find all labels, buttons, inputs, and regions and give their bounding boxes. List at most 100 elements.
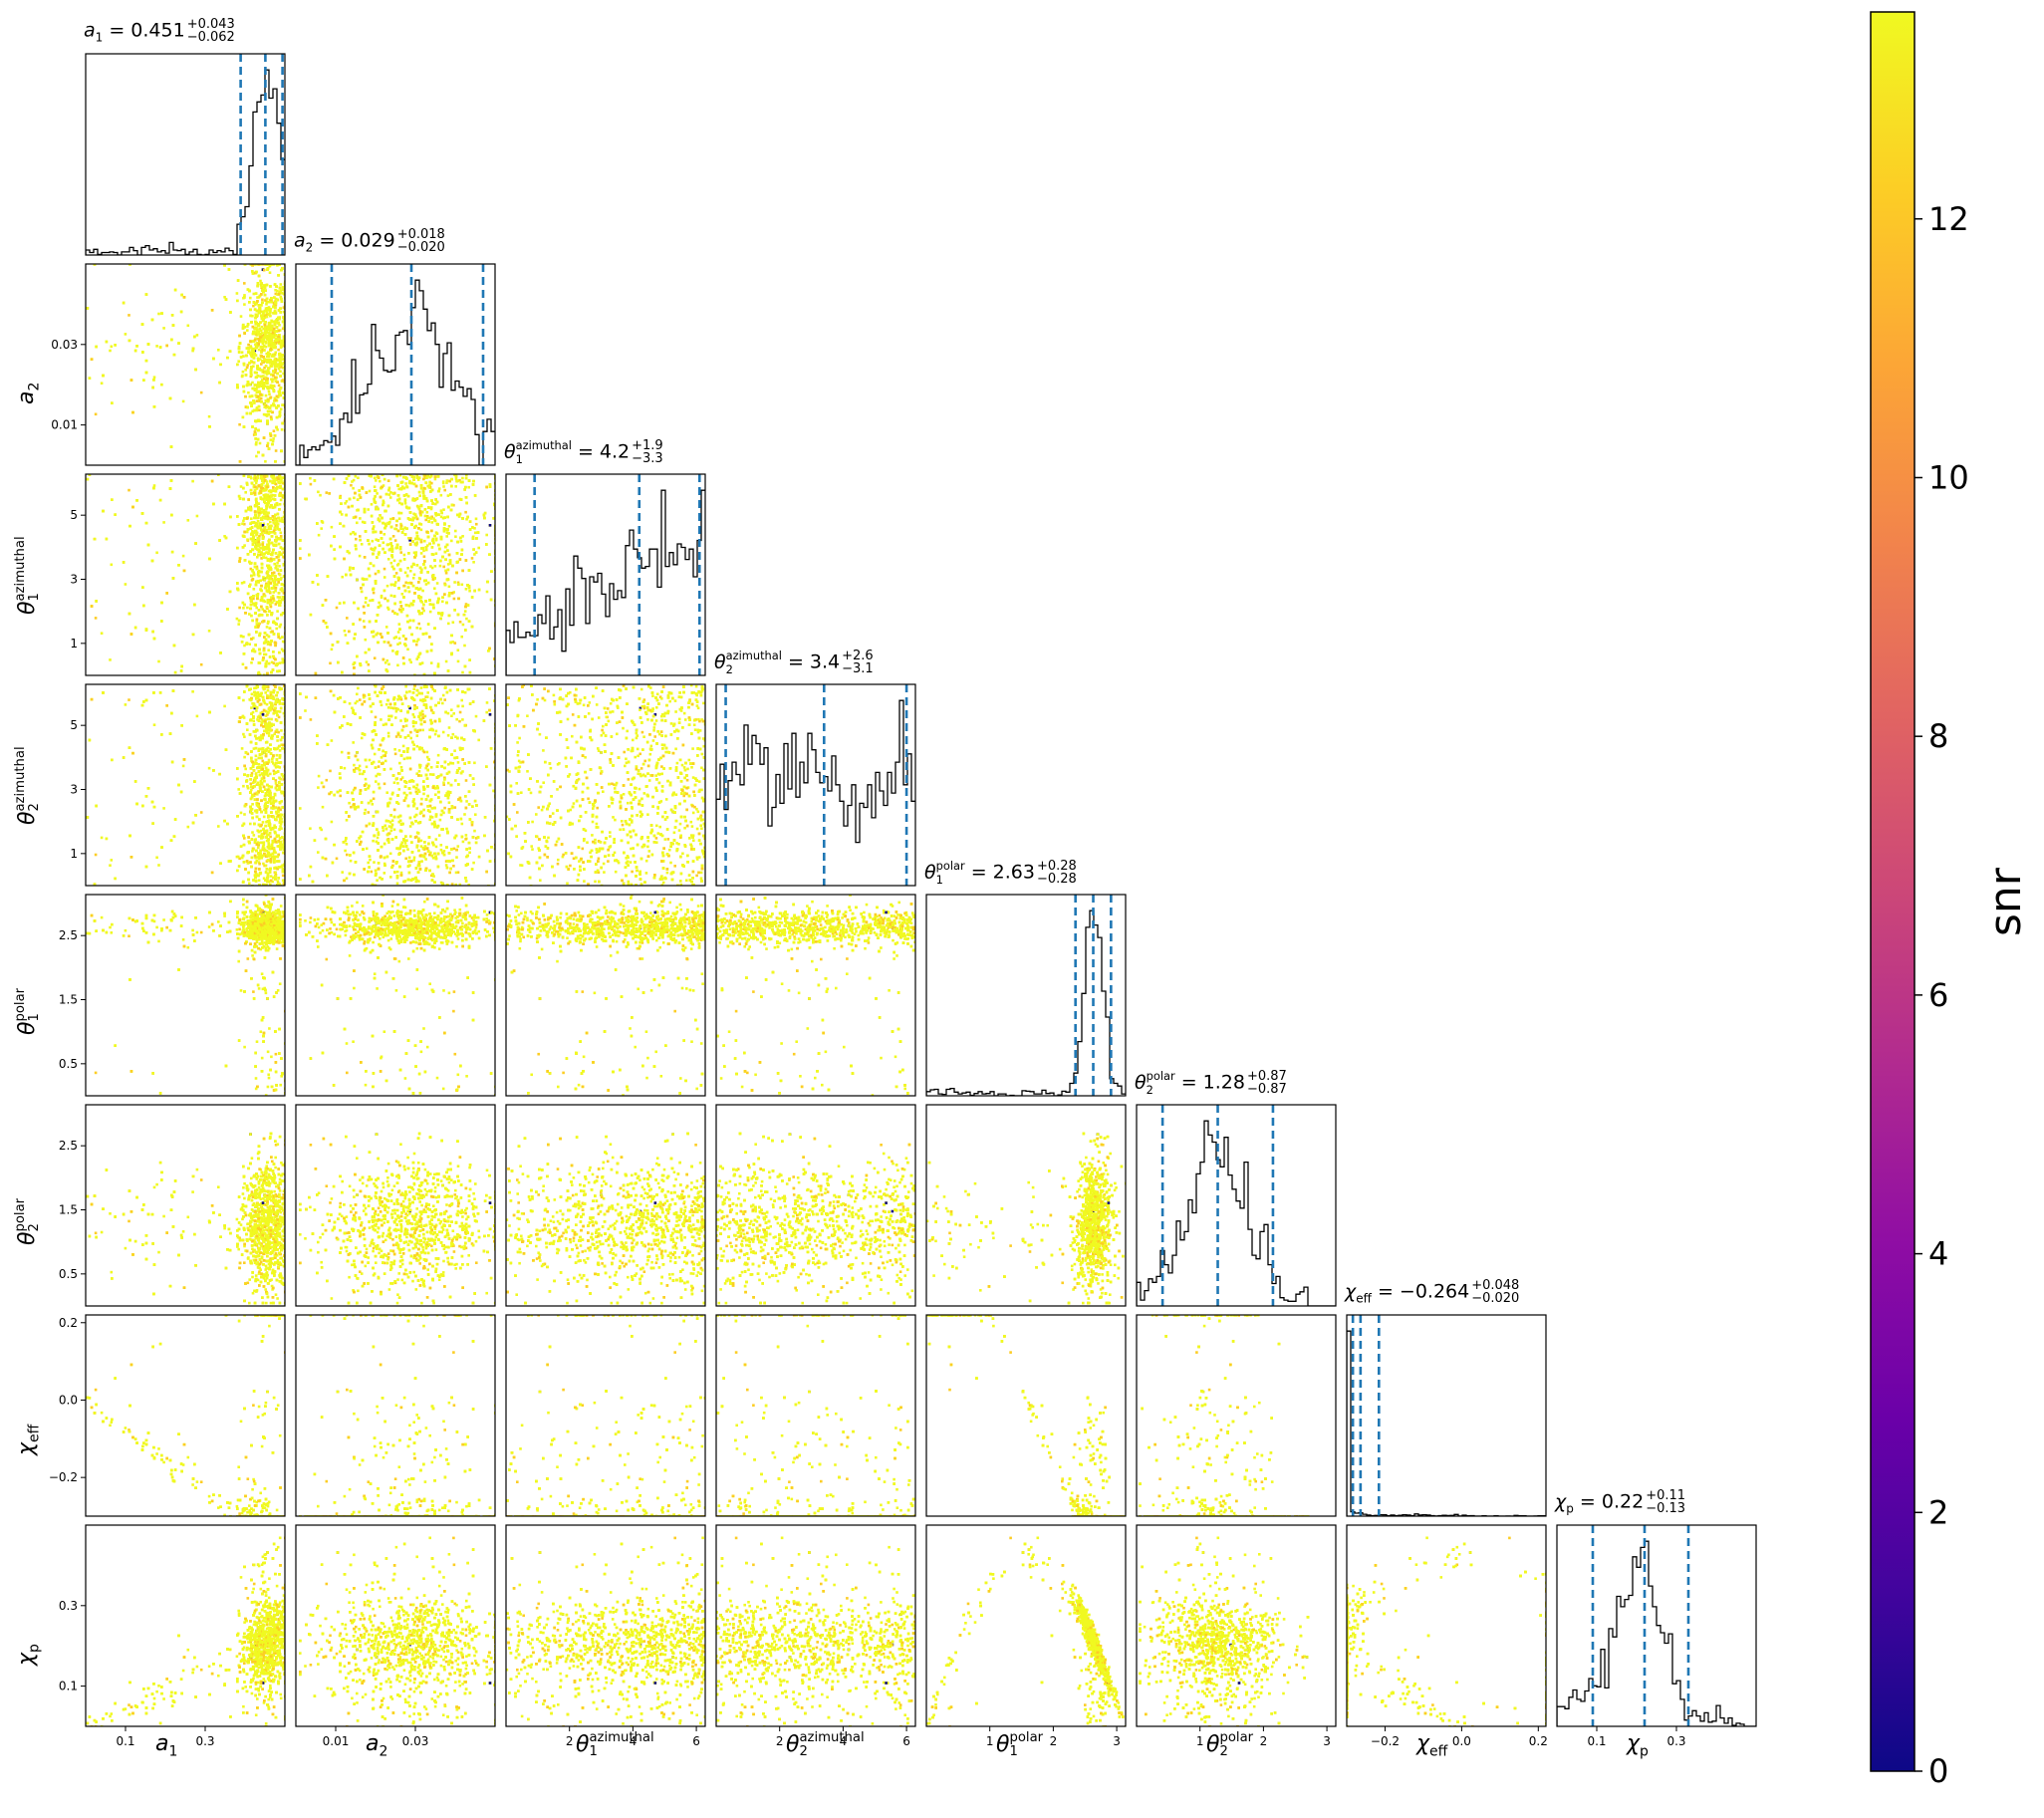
panel-chi_eff-theta2_az bbox=[715, 1314, 916, 1518]
ytick-theta2_pol-2: 2.5 bbox=[59, 1139, 78, 1153]
panel-theta2_az-a1: 1 3 5 bbox=[70, 683, 286, 887]
colorbar-tick-0: 0 bbox=[1928, 1752, 1948, 1790]
panel-chi_eff-theta1_pol bbox=[926, 1314, 1128, 1518]
ytick-theta2_az-0: 1 bbox=[70, 847, 78, 861]
ytick-theta1_az-1: 3 bbox=[70, 573, 78, 587]
xtick-theta1_pol-0: 1 bbox=[986, 1734, 994, 1748]
panel-chi_p-theta1_pol: 1 2 3 bbox=[926, 1525, 1128, 1748]
xtick-theta1_az-0: 2 bbox=[566, 1734, 574, 1748]
xtick-theta2_az-0: 2 bbox=[776, 1734, 784, 1748]
xtick-a1-1: 0.3 bbox=[195, 1734, 214, 1748]
xlabel-chi_eff: χeff bbox=[1416, 1731, 1447, 1759]
histogram-theta2_pol bbox=[1137, 1121, 1336, 1306]
panel-theta2_pol-a1: 0.51.52.5 bbox=[59, 1105, 287, 1306]
panel-frame bbox=[1137, 1105, 1336, 1306]
ytick-theta2_az-1: 3 bbox=[70, 783, 78, 797]
histogram-theta2_az bbox=[716, 700, 915, 886]
ylabel-a2: a2 bbox=[14, 383, 42, 404]
panel-theta2_az-theta1_az bbox=[506, 683, 707, 887]
panel-theta1_pol-theta1_az bbox=[506, 894, 707, 1097]
xtick-theta2_pol-1: 2 bbox=[1260, 1734, 1268, 1748]
panel-chi_p-a2: 0.01 0.03 bbox=[296, 1525, 497, 1748]
ytick-a2-1: 0.03 bbox=[51, 338, 78, 352]
xtick-theta2_pol-0: 1 bbox=[1196, 1734, 1204, 1748]
panel-theta2_az-theta2_az bbox=[716, 684, 915, 886]
title-a2: a2 = 0.029 +0.018 −0.020 bbox=[294, 228, 445, 254]
colorbar-label: snr bbox=[1980, 868, 2031, 936]
xlabel-theta2_az: θ azimuthal 2 bbox=[786, 1731, 865, 1759]
title-theta1_az: θ azimuthal 1 = 4.2 +1.9 −3.3 bbox=[504, 438, 663, 466]
xtick-a1-0: 0.1 bbox=[116, 1734, 134, 1748]
colorbar-gradient bbox=[1871, 12, 1915, 1771]
panel-chi_eff-theta1_az bbox=[506, 1314, 707, 1518]
xlabel-theta1_az: θ azimuthal 1 bbox=[576, 1731, 654, 1759]
panel-chi_p-chi_p: 0.1 0.3 bbox=[1557, 1525, 1756, 1748]
panel-theta2_pol-theta2_az bbox=[715, 1105, 916, 1306]
ytick-chi_p-1: 0.3 bbox=[59, 1599, 78, 1613]
xtick-chi_eff-2: 0.2 bbox=[1529, 1734, 1548, 1748]
panel-theta1_pol-theta1_pol bbox=[926, 895, 1126, 1096]
ytick-chi_eff-0: −0.2 bbox=[49, 1470, 78, 1484]
panel-theta1_az-theta1_az bbox=[506, 474, 705, 675]
panel-frame bbox=[506, 474, 705, 675]
panel-theta2_pol-theta1_pol bbox=[926, 1105, 1128, 1306]
panel-frame bbox=[296, 1315, 495, 1516]
histogram-chi_eff bbox=[1347, 1331, 1546, 1516]
xlabel-a1: a1 bbox=[155, 1731, 177, 1759]
ytick-theta2_az-2: 5 bbox=[70, 718, 78, 732]
panel-chi_eff-a1: −0.2 0.0 0.2 bbox=[49, 1314, 287, 1518]
colorbar-tick-2: 4 bbox=[1928, 1235, 1948, 1273]
xtick-theta2_pol-2: 3 bbox=[1323, 1734, 1331, 1748]
panel-theta1_pol-a2 bbox=[296, 894, 497, 1097]
xlabel-theta1_pol: θ polar 1 bbox=[996, 1731, 1043, 1759]
histogram-theta1_az bbox=[506, 490, 705, 675]
panel-theta1_pol-theta2_az bbox=[715, 894, 916, 1097]
xtick-chi_eff-1: 0.0 bbox=[1452, 1734, 1471, 1748]
xtick-theta2_az-2: 6 bbox=[902, 1734, 910, 1748]
panel-theta2_az-a2 bbox=[296, 683, 497, 887]
panel-frame bbox=[926, 1525, 1126, 1726]
colorbar-tick-4: 8 bbox=[1928, 717, 1948, 755]
xtick-theta1_pol-1: 2 bbox=[1050, 1734, 1058, 1748]
panel-frame bbox=[506, 1315, 705, 1516]
histogram-theta1_pol bbox=[926, 910, 1126, 1096]
panel-frame bbox=[716, 1525, 915, 1726]
panel-a2-a1: 0.01 0.03 bbox=[51, 263, 286, 465]
xlabel-chi_p: χp bbox=[1627, 1731, 1649, 1759]
ylabel-theta2_az: θ azimuthal 2 bbox=[14, 746, 42, 825]
panel-frame bbox=[716, 684, 915, 886]
ytick-chi_eff-1: 0.0 bbox=[59, 1393, 78, 1407]
ytick-theta1_pol-1: 1.5 bbox=[59, 993, 78, 1007]
xtick-theta1_pol-2: 3 bbox=[1113, 1734, 1121, 1748]
panel-chi_eff-chi_eff bbox=[1347, 1315, 1546, 1516]
xtick-chi_p-1: 0.3 bbox=[1666, 1734, 1685, 1748]
colorbar-tick-3: 6 bbox=[1928, 976, 1948, 1014]
ytick-theta1_az-0: 1 bbox=[70, 637, 78, 650]
ylabel-chi_p: χp bbox=[14, 1644, 42, 1666]
xtick-chi_eff-0: −0.2 bbox=[1371, 1734, 1400, 1748]
title-chi_eff: χeff = −0.264 +0.048 −0.020 bbox=[1345, 1279, 1519, 1305]
panel-frame bbox=[296, 1105, 495, 1306]
panel-chi_eff-a2 bbox=[296, 1314, 497, 1518]
xtick-chi_p-0: 0.1 bbox=[1587, 1734, 1606, 1748]
panel-theta1_az-a2 bbox=[296, 473, 497, 676]
histogram-a1 bbox=[86, 70, 285, 255]
panel-frame bbox=[926, 1315, 1126, 1516]
ytick-chi_eff-2: 0.2 bbox=[59, 1316, 78, 1330]
ylabel-theta2_pol: θ polar 2 bbox=[14, 1198, 42, 1245]
ytick-theta1_pol-0: 0.5 bbox=[59, 1057, 78, 1071]
ytick-a2-0: 0.01 bbox=[51, 418, 78, 432]
panel-theta2_pol-theta2_pol bbox=[1137, 1105, 1336, 1306]
title-chi_p: χp = 0.22 +0.11 −0.13 bbox=[1555, 1489, 1685, 1515]
panel-frame bbox=[716, 1315, 915, 1516]
panel-frame bbox=[296, 684, 495, 886]
panel-frame bbox=[1347, 1315, 1546, 1516]
ylabel-theta1_az: θ azimuthal 1 bbox=[14, 536, 42, 615]
colorbar-tick-1: 2 bbox=[1928, 1493, 1948, 1531]
colorbar-tick-5: 10 bbox=[1928, 458, 1969, 496]
panel-a2-a2 bbox=[296, 264, 495, 465]
